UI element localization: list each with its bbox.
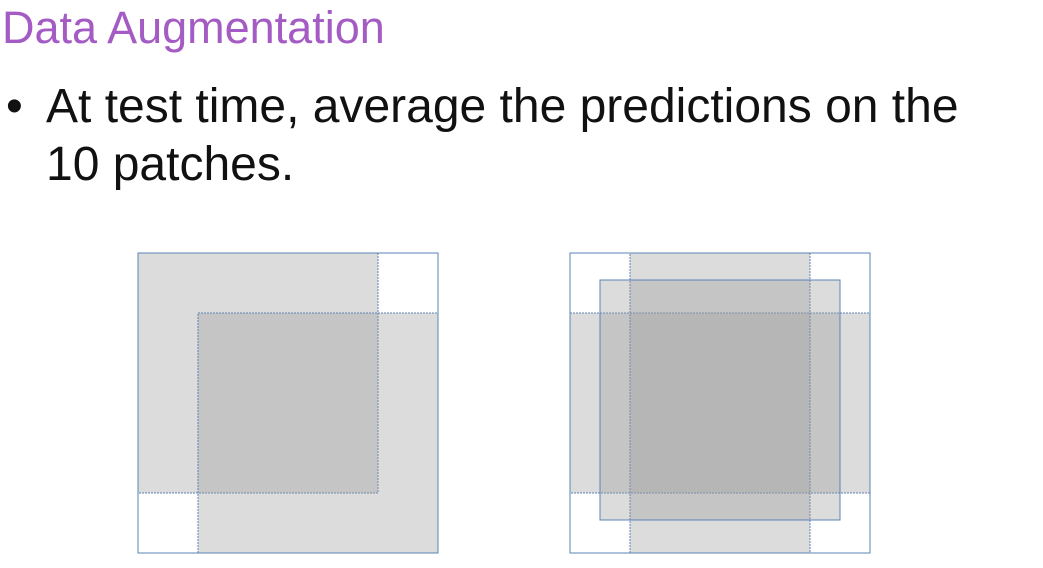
center-crops-svg — [569, 252, 871, 554]
corner-crops-svg — [137, 252, 439, 554]
bullet-text: At test time, average the predictions on… — [46, 78, 1043, 194]
bullet-dot: • — [6, 80, 23, 133]
center-crops-diagram — [569, 252, 871, 554]
bullet-text-line-2: 10 patches. — [46, 138, 295, 191]
patch-top-left — [137, 252, 379, 494]
slide-title: Data Augmentation — [2, 2, 385, 53]
bullet-text-line-1: At test time, average the predictions on… — [46, 80, 959, 133]
corner-crops-diagram — [137, 252, 439, 554]
patch-center — [599, 279, 841, 521]
patch-vertical-band — [629, 252, 811, 554]
patch-bottom-right — [197, 312, 439, 554]
image-boundary — [569, 252, 871, 554]
image-outline — [137, 252, 439, 554]
image-outline — [569, 252, 871, 554]
patch-horizontal-band — [569, 312, 871, 494]
